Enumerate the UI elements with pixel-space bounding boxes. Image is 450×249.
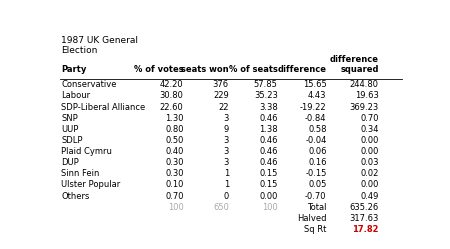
Text: 0.00: 0.00: [259, 191, 278, 200]
Text: 0.80: 0.80: [165, 125, 184, 134]
Text: % of votes: % of votes: [134, 65, 184, 74]
Text: 19.63: 19.63: [355, 91, 379, 100]
Text: 1: 1: [224, 169, 229, 178]
Text: 0.00: 0.00: [360, 180, 379, 189]
Text: DUP: DUP: [62, 158, 79, 167]
Text: Sq Rt: Sq Rt: [304, 225, 327, 234]
Text: Plaid Cymru: Plaid Cymru: [62, 147, 112, 156]
Text: 1: 1: [224, 180, 229, 189]
Text: SDLP: SDLP: [62, 136, 83, 145]
Text: 3: 3: [224, 158, 229, 167]
Text: 317.63: 317.63: [350, 214, 379, 223]
Text: 0.15: 0.15: [259, 169, 278, 178]
Text: 0.03: 0.03: [360, 158, 379, 167]
Text: SNP: SNP: [62, 114, 78, 123]
Text: -0.15: -0.15: [305, 169, 327, 178]
Text: 0.46: 0.46: [259, 136, 278, 145]
Text: 0.06: 0.06: [308, 147, 327, 156]
Text: 0.50: 0.50: [165, 136, 184, 145]
Text: 15.65: 15.65: [303, 80, 327, 89]
Text: 100: 100: [168, 203, 184, 212]
Text: seats won: seats won: [181, 65, 229, 74]
Text: 1.30: 1.30: [165, 114, 184, 123]
Text: Total: Total: [307, 203, 327, 212]
Text: 3: 3: [224, 147, 229, 156]
Text: 0.10: 0.10: [165, 180, 184, 189]
Text: Others: Others: [62, 191, 90, 200]
Text: 0.70: 0.70: [360, 114, 379, 123]
Text: 0.46: 0.46: [259, 158, 278, 167]
Text: % of seats: % of seats: [229, 65, 278, 74]
Text: -0.04: -0.04: [305, 136, 327, 145]
Text: 57.85: 57.85: [254, 80, 278, 89]
Text: 376: 376: [213, 80, 229, 89]
Text: 17.82: 17.82: [352, 225, 379, 234]
Text: 0.46: 0.46: [259, 114, 278, 123]
Text: 229: 229: [213, 91, 229, 100]
Text: difference: difference: [278, 65, 327, 74]
Text: Labour: Labour: [62, 91, 90, 100]
Text: Party: Party: [62, 65, 87, 74]
Text: 1.38: 1.38: [259, 125, 278, 134]
Text: 42.20: 42.20: [160, 80, 184, 89]
Text: 30.80: 30.80: [160, 91, 184, 100]
Text: 22: 22: [218, 103, 229, 112]
Text: 369.23: 369.23: [350, 103, 379, 112]
Text: 1987 UK General
Election: 1987 UK General Election: [62, 36, 139, 55]
Text: 0.49: 0.49: [360, 191, 379, 200]
Text: 0.30: 0.30: [165, 158, 184, 167]
Text: difference
squared: difference squared: [330, 55, 379, 74]
Text: 0.40: 0.40: [165, 147, 184, 156]
Text: SDP-Liberal Alliance: SDP-Liberal Alliance: [62, 103, 146, 112]
Text: UUP: UUP: [62, 125, 79, 134]
Text: -19.22: -19.22: [300, 103, 327, 112]
Text: 3: 3: [224, 114, 229, 123]
Text: 0.00: 0.00: [360, 136, 379, 145]
Text: -0.84: -0.84: [305, 114, 327, 123]
Text: 0.15: 0.15: [259, 180, 278, 189]
Text: Halved: Halved: [297, 214, 327, 223]
Text: 35.23: 35.23: [254, 91, 278, 100]
Text: 0.34: 0.34: [360, 125, 379, 134]
Text: 650: 650: [213, 203, 229, 212]
Text: 244.80: 244.80: [350, 80, 379, 89]
Text: 100: 100: [262, 203, 278, 212]
Text: 0.00: 0.00: [360, 147, 379, 156]
Text: 3.38: 3.38: [259, 103, 278, 112]
Text: 0.30: 0.30: [165, 169, 184, 178]
Text: 0.02: 0.02: [360, 169, 379, 178]
Text: 635.26: 635.26: [350, 203, 379, 212]
Text: 0.05: 0.05: [308, 180, 327, 189]
Text: -0.70: -0.70: [305, 191, 327, 200]
Text: 4.43: 4.43: [308, 91, 327, 100]
Text: 9: 9: [224, 125, 229, 134]
Text: 3: 3: [224, 136, 229, 145]
Text: 0.16: 0.16: [308, 158, 327, 167]
Text: 0.58: 0.58: [308, 125, 327, 134]
Text: Ulster Popular: Ulster Popular: [62, 180, 121, 189]
Text: 22.60: 22.60: [160, 103, 184, 112]
Text: 0.70: 0.70: [165, 191, 184, 200]
Text: 0.46: 0.46: [259, 147, 278, 156]
Text: 0: 0: [224, 191, 229, 200]
Text: Sinn Fein: Sinn Fein: [62, 169, 100, 178]
Text: Conservative: Conservative: [62, 80, 117, 89]
